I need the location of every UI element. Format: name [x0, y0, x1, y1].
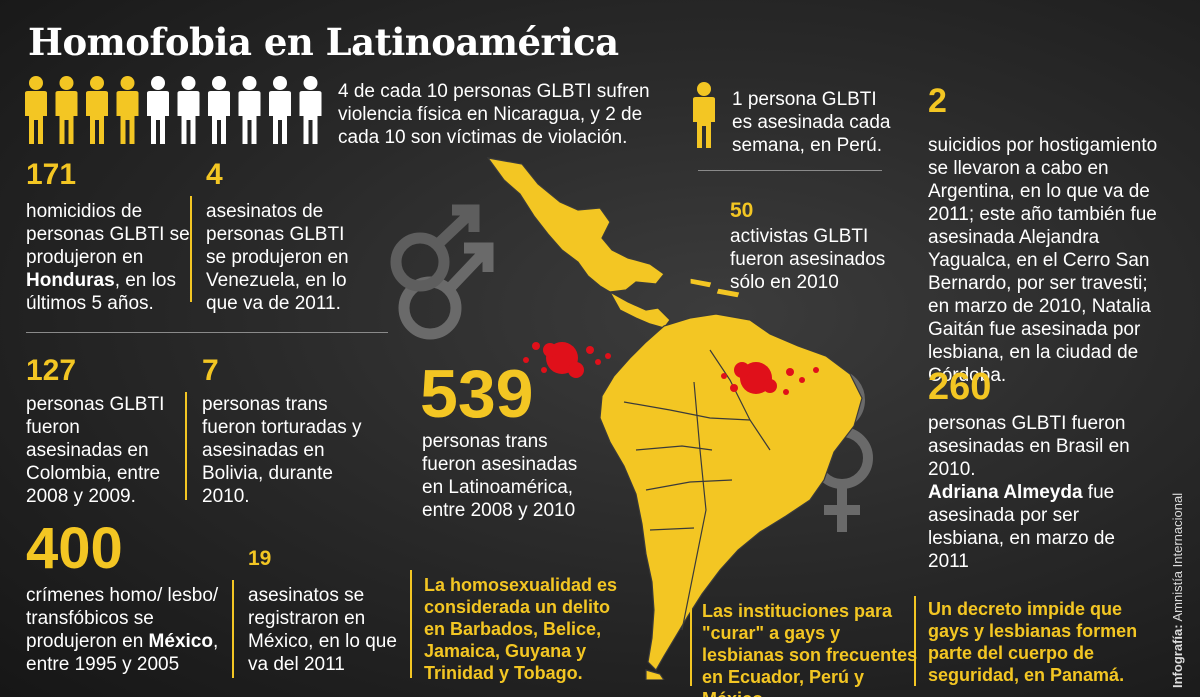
latam-number: 539 [420, 356, 534, 432]
person-icon [177, 76, 200, 144]
divider [410, 570, 412, 678]
bolivia-fact: personas trans fueron torturadas y asesi… [202, 394, 362, 507]
mexico-2011-number: 19 [248, 547, 272, 570]
credit: Infografía: Amnistía Internacional [1170, 492, 1185, 688]
brasil-fact: personas GLBTI fueron asesinadas en Bras… [928, 413, 1130, 572]
bolivia-number: 7 [202, 354, 219, 387]
colombia-number: 127 [26, 354, 77, 387]
person-icon [299, 76, 322, 144]
mexico-2011-fact: asesinatos se registraron en México, en … [248, 585, 397, 675]
activists-fact: activistas GLBTI fueron asesinados sólo … [730, 226, 886, 293]
male-symbols-icon [390, 204, 494, 340]
divider [690, 596, 692, 686]
divider [232, 580, 234, 678]
person-icon-highlighted [116, 76, 139, 144]
peru-fact: 1 persona GLBTI es asesinada cada semana… [732, 89, 891, 156]
latam-fact: personas trans fueron asesinadas en Lati… [422, 431, 578, 521]
argentina-fact: suicidios por hostigamiento se llevaron … [928, 135, 1158, 386]
person-icon [269, 76, 291, 144]
mexico-crimes-number: 400 [26, 516, 123, 581]
person-icon-highlighted [25, 76, 47, 144]
venezuela-number: 4 [206, 158, 223, 191]
divider [698, 170, 882, 171]
brasil-number: 260 [928, 366, 992, 408]
divider [26, 332, 388, 333]
mexico-crimes-fact: crímenes homo/ lesbo/ transfóbicos se pr… [26, 585, 219, 675]
colombia-fact: personas GLBTI fueron asesinadas en Colo… [26, 394, 165, 507]
divider [914, 596, 916, 686]
latin-america-map [486, 157, 863, 680]
person-icon [208, 76, 230, 144]
venezuela-fact: asesinatos de personas GLBTI se produjer… [206, 201, 349, 314]
nicaragua-fact: 4 de cada 10 personas GLBTI sufren viole… [338, 81, 650, 148]
people-icon-row [25, 76, 322, 144]
person-icon [147, 76, 169, 144]
activists-number: 50 [730, 199, 754, 222]
divider [185, 392, 187, 500]
person-icon [693, 82, 715, 148]
argentina-number: 2 [928, 82, 947, 120]
divider [190, 196, 192, 302]
person-icon-highlighted [55, 76, 78, 144]
panama-fact: Un decreto impide que gays y lesbianas f… [928, 599, 1138, 685]
honduras-fact: homicidios de personas GLBTI se produjer… [26, 201, 190, 314]
institutions-fact: Las instituciones para "curar" a gays y … [702, 601, 918, 697]
person-icon-highlighted [86, 76, 108, 144]
person-icon [238, 76, 261, 144]
caribbean-fact: La homosexualidad es considerada un deli… [424, 575, 618, 683]
page-title: Homofobia en Latinoamérica [28, 20, 619, 64]
honduras-number: 171 [26, 158, 77, 191]
